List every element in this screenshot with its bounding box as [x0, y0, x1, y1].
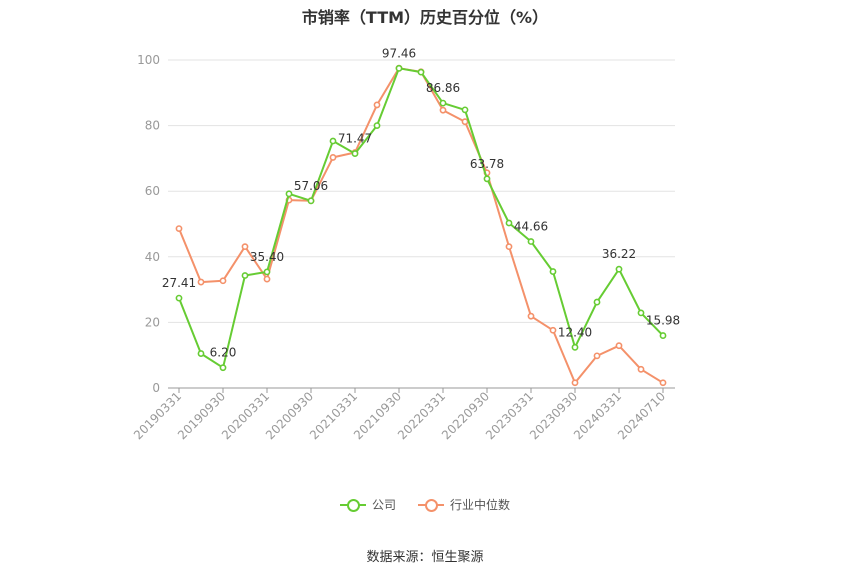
data-point — [417, 68, 425, 76]
legend-marker-icon — [418, 498, 444, 512]
data-point — [549, 268, 557, 275]
data-point — [175, 225, 183, 232]
axes: 0204060801002019033120190930202003312020… — [131, 53, 675, 442]
data-point — [197, 350, 205, 357]
y-tick-label: 100 — [137, 53, 160, 67]
data-label: 86.86 — [426, 81, 460, 95]
legend-label: 公司 — [371, 498, 396, 512]
data-point — [615, 342, 623, 350]
data-label: 35.40 — [250, 250, 284, 264]
data-point — [439, 99, 447, 107]
y-tick-label: 80 — [145, 119, 160, 133]
legend: 公司 行业中位数 — [0, 496, 850, 513]
data-labels: 27.41 6.20 35.40 57.06 71.47 97.46 86.86 63.78 4… — [162, 46, 680, 359]
data-label: 44.66 — [514, 220, 548, 234]
data-source: 数据来源：恒生聚源 — [366, 550, 484, 565]
grid — [168, 59, 675, 323]
data-point — [461, 106, 469, 114]
y-tick-label: 0 — [152, 381, 160, 395]
y-tick-label: 60 — [145, 184, 160, 198]
data-point — [307, 197, 315, 205]
data-point — [329, 137, 337, 145]
data-label: 27.41 — [162, 276, 196, 290]
data-point — [593, 352, 601, 360]
legend-item-company[interactable]: 公司 — [339, 496, 396, 513]
data-label: 6.20 — [210, 346, 237, 360]
data-label: 15.98 — [646, 314, 680, 328]
data-label: 97.46 — [382, 46, 416, 60]
data-point — [483, 175, 491, 183]
y-tick-label: 20 — [145, 315, 160, 329]
x-tick-label: 20240710 — [615, 389, 668, 442]
data-point — [637, 309, 645, 317]
data-label: 57.06 — [294, 179, 328, 193]
data-point — [175, 294, 183, 302]
data-point — [197, 278, 205, 286]
data-point — [263, 275, 271, 283]
data-point — [263, 268, 271, 276]
data-point — [241, 243, 249, 251]
data-label: 63.78 — [470, 157, 504, 171]
data-point — [615, 265, 623, 273]
data-point — [505, 243, 513, 251]
y-tick-label: 40 — [145, 250, 160, 264]
data-point — [329, 154, 337, 161]
data-label: 36.22 — [602, 247, 636, 261]
legend-label: 行业中位数 — [450, 498, 511, 512]
data-point — [373, 122, 381, 129]
data-point — [461, 118, 469, 126]
data-point — [571, 379, 579, 387]
data-point — [549, 326, 557, 334]
data-point — [219, 277, 227, 285]
data-point — [219, 364, 227, 372]
legend-marker-icon — [339, 498, 366, 512]
data-point — [571, 343, 579, 351]
data-point — [527, 312, 535, 320]
data-point — [395, 64, 403, 72]
data-point — [351, 150, 359, 157]
data-point — [505, 219, 513, 227]
data-point — [637, 365, 645, 373]
data-point — [373, 101, 381, 109]
data-label: 71.47 — [338, 132, 372, 146]
data-point — [439, 106, 447, 114]
series — [175, 64, 667, 387]
data-point — [527, 238, 535, 245]
data-label: 12.40 — [558, 325, 592, 339]
legend-item-industry-median[interactable]: 行业中位数 — [418, 496, 510, 513]
data-point — [593, 298, 601, 306]
chart-title: 市销率（TTM）历史百分位（%） — [301, 8, 549, 27]
data-point — [659, 379, 667, 387]
data-point — [659, 332, 667, 339]
data-point — [241, 272, 249, 279]
data-point — [285, 190, 293, 198]
